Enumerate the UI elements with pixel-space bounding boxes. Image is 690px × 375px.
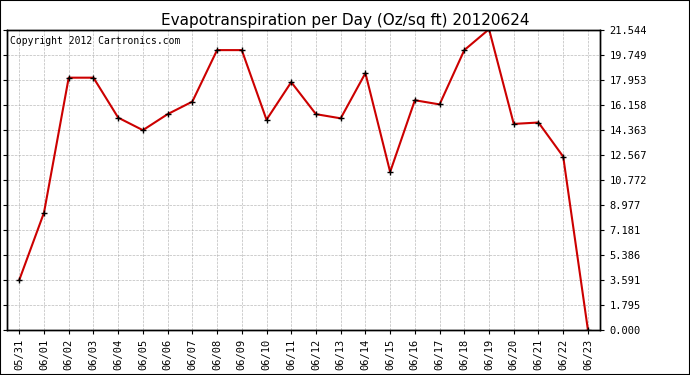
Text: Evapotranspiration per Day (Oz/sq ft) 20120624: Evapotranspiration per Day (Oz/sq ft) 20… (161, 13, 529, 28)
Text: Copyright 2012 Cartronics.com: Copyright 2012 Cartronics.com (10, 36, 180, 46)
